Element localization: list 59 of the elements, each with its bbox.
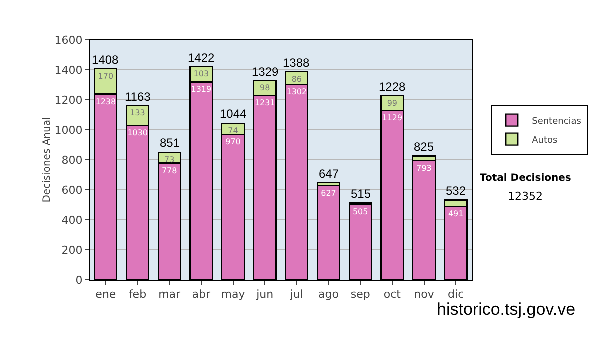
- text: historico.tsj.gov.ve: [437, 300, 576, 319]
- data-label: 1030: [128, 128, 148, 138]
- data-label: 1319: [191, 85, 212, 94]
- data-label: 627: [321, 188, 336, 198]
- legend-label: Autos: [532, 136, 558, 146]
- total-label: 1408: [92, 53, 120, 67]
- data-label: 491: [448, 209, 464, 218]
- y-tick-label: 800: [62, 154, 83, 167]
- data-label: 103: [194, 70, 210, 79]
- x-tick-label: abr: [192, 288, 212, 302]
- total-label: 1388: [283, 56, 310, 70]
- total-label: 851: [160, 136, 180, 150]
- total-label: 1163: [125, 90, 152, 104]
- data-label: 170: [98, 72, 114, 81]
- y-axis-title: Decisiones Anual: [42, 117, 53, 203]
- total-label: 825: [414, 140, 434, 154]
- y-tick-label: 0: [76, 274, 83, 287]
- total-label: 1044: [220, 107, 248, 121]
- total-label: 1228: [379, 80, 406, 94]
- total-label: 647: [319, 167, 340, 181]
- total-label: 532: [446, 184, 466, 198]
- data-label: 793: [416, 164, 432, 174]
- y-tick-label: 600: [62, 184, 83, 197]
- total-label: 1329: [252, 65, 280, 79]
- y-tick-label: 1000: [54, 124, 83, 137]
- x-tick-label: dic: [448, 288, 464, 302]
- data-label: 98: [260, 84, 270, 93]
- data-label: 1238: [96, 97, 116, 106]
- data-label: 1129: [382, 114, 403, 123]
- legend-label: Sentencias: [532, 116, 582, 127]
- x-tick-label: may: [221, 288, 246, 302]
- data-label: 73: [164, 155, 175, 164]
- total-label: 515: [351, 187, 372, 201]
- data-label: 133: [130, 108, 146, 118]
- y-tick-label: 1400: [54, 64, 83, 77]
- y-tick-label: 1600: [54, 34, 83, 47]
- text: Total Decisiones: [480, 173, 572, 184]
- data-label: 99: [387, 98, 398, 108]
- data-label: 86: [292, 74, 302, 84]
- x-tick-label: sep: [350, 288, 370, 302]
- y-tick-label: 400: [62, 214, 83, 227]
- text: 12352: [508, 190, 543, 203]
- x-tick-label: feb: [128, 288, 147, 302]
- data-label: 778: [162, 166, 178, 176]
- y-tick-label: 1200: [54, 94, 83, 107]
- data-label: 1302: [286, 88, 308, 97]
- x-tick-label: jun: [256, 288, 274, 302]
- total-label: 1422: [188, 51, 216, 65]
- x-tick-label: mar: [158, 288, 182, 302]
- data-label: 505: [352, 207, 368, 216]
- x-tick-label: jul: [289, 288, 304, 302]
- x-tick-label: oct: [384, 288, 402, 302]
- x-tick-label: ene: [96, 288, 116, 302]
- x-tick-label: ago: [318, 288, 340, 302]
- y-tick-label: 200: [62, 244, 83, 257]
- data-label: 74: [228, 126, 238, 136]
- data-label: 970: [226, 138, 241, 146]
- data-label: 1231: [254, 98, 276, 108]
- x-tick-label: nov: [414, 288, 435, 302]
